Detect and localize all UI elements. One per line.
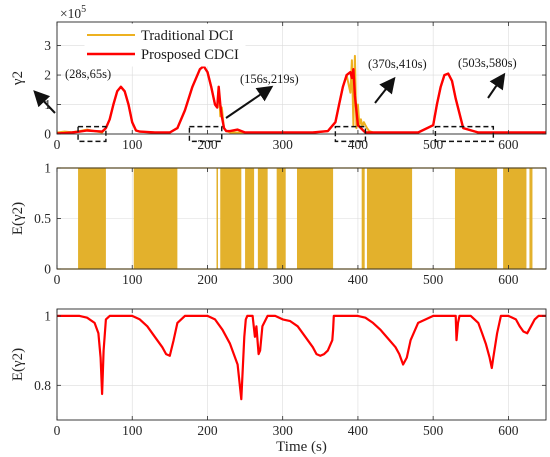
x-tick-label: 300 bbox=[273, 272, 294, 287]
series-line-proposed-cdci bbox=[57, 65, 546, 134]
y-tick-label: 3 bbox=[44, 38, 51, 53]
active-interval-bar bbox=[133, 168, 178, 269]
legend-box bbox=[84, 23, 246, 67]
annotation-label: (503s,580s) bbox=[458, 56, 517, 70]
y-tick-label: 0.5 bbox=[34, 211, 51, 226]
series-line-e-gamma2 bbox=[57, 314, 546, 401]
x-tick-label: 300 bbox=[273, 423, 294, 438]
active-interval-bar bbox=[503, 168, 527, 269]
annotation-label: (156s,219s) bbox=[240, 72, 299, 86]
y-tick-label: 0 bbox=[44, 127, 51, 142]
series-group bbox=[57, 54, 546, 134]
legend-label: Prosposed CDCI bbox=[141, 47, 239, 63]
x-tick-label: 300 bbox=[273, 137, 294, 152]
annotation-arrow bbox=[374, 76, 396, 104]
e-gamma2-continuous-panel: 0 100 200 300 400 500 600 0.8 1 E(γ2) Time (s) bbox=[10, 308, 547, 455]
exponent-label: ×105 bbox=[60, 4, 86, 21]
x-tick-label: 600 bbox=[498, 137, 519, 152]
x-tick-label: 400 bbox=[348, 137, 369, 152]
axes-frame bbox=[56, 308, 547, 421]
annotation-arrow bbox=[487, 72, 506, 99]
active-interval-bar bbox=[245, 168, 255, 269]
highlight-box bbox=[188, 125, 223, 143]
x-tick-label: 200 bbox=[197, 272, 218, 287]
x-tick-label: 0 bbox=[54, 423, 61, 438]
active-interval-bar bbox=[78, 168, 106, 269]
plot-background bbox=[57, 309, 546, 420]
gamma2-panel: (28s,65s) (156s,219s) (370s,410s) (503s,580… bbox=[10, 4, 547, 152]
x-tick-label: 0 bbox=[54, 272, 61, 287]
x-tick-label: 200 bbox=[197, 137, 218, 152]
y-axis-label: γ2 bbox=[10, 71, 26, 86]
x-tick-label: 500 bbox=[423, 423, 444, 438]
annotation-arrow bbox=[33, 90, 56, 114]
active-interval-bar bbox=[296, 168, 334, 269]
y-tick-label: 0 bbox=[44, 262, 51, 277]
y-tick-label: 0.8 bbox=[34, 378, 51, 393]
active-interval-bar bbox=[361, 168, 365, 269]
y-axis-label: E(γ2) bbox=[10, 202, 26, 235]
active-interval-bar bbox=[529, 168, 533, 269]
y-tick-label: 2 bbox=[44, 68, 51, 83]
active-interval-bar bbox=[366, 168, 413, 269]
x-tick-label: 500 bbox=[423, 137, 444, 152]
active-interval-bar bbox=[220, 168, 242, 269]
y-tick-label: 1 bbox=[44, 308, 51, 323]
series-group bbox=[57, 314, 546, 401]
x-axis-label: Time (s) bbox=[276, 439, 327, 455]
active-interval-bar bbox=[257, 168, 268, 269]
annotation-label: (370s,410s) bbox=[368, 57, 427, 71]
y-tick-label: 1 bbox=[44, 97, 51, 112]
axes-frame bbox=[56, 21, 547, 135]
exponent-power: 5 bbox=[81, 4, 86, 15]
annotation-label: (28s,65s) bbox=[65, 67, 111, 81]
x-tick-label: 100 bbox=[122, 137, 143, 152]
y-axis-label: E(γ2) bbox=[10, 348, 26, 381]
x-tick-label: 0 bbox=[54, 137, 61, 152]
x-tick-label: 400 bbox=[348, 272, 369, 287]
x-tick-label: 600 bbox=[498, 272, 519, 287]
active-interval-bar bbox=[454, 168, 498, 269]
x-tick-label: 100 bbox=[122, 272, 143, 287]
x-tick-label: 400 bbox=[348, 423, 369, 438]
annotation-arrow bbox=[225, 85, 274, 119]
y-tick-label: 1 bbox=[44, 161, 51, 176]
x-tick-label: 500 bbox=[423, 272, 444, 287]
legend-label: Traditional DCI bbox=[141, 28, 234, 44]
active-interval-bar bbox=[216, 168, 218, 269]
x-tick-label: 100 bbox=[122, 423, 143, 438]
x-tick-label: 600 bbox=[498, 423, 519, 438]
x-tick-label: 200 bbox=[197, 423, 218, 438]
active-interval-bar bbox=[276, 168, 286, 269]
e-gamma2-binary-panel: 0 100 200 300 400 500 600 0 0.5 1 E(γ2) bbox=[10, 161, 547, 287]
